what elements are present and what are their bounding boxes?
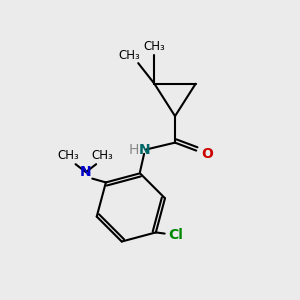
Text: Cl: Cl — [168, 228, 183, 242]
Text: CH₃: CH₃ — [57, 149, 79, 162]
Text: CH₃: CH₃ — [91, 149, 113, 162]
Text: H: H — [129, 143, 139, 157]
Text: N: N — [80, 165, 92, 179]
Text: N: N — [138, 143, 150, 157]
Text: CH₃: CH₃ — [143, 40, 165, 53]
Text: CH₃: CH₃ — [118, 49, 140, 62]
Text: O: O — [201, 147, 213, 161]
